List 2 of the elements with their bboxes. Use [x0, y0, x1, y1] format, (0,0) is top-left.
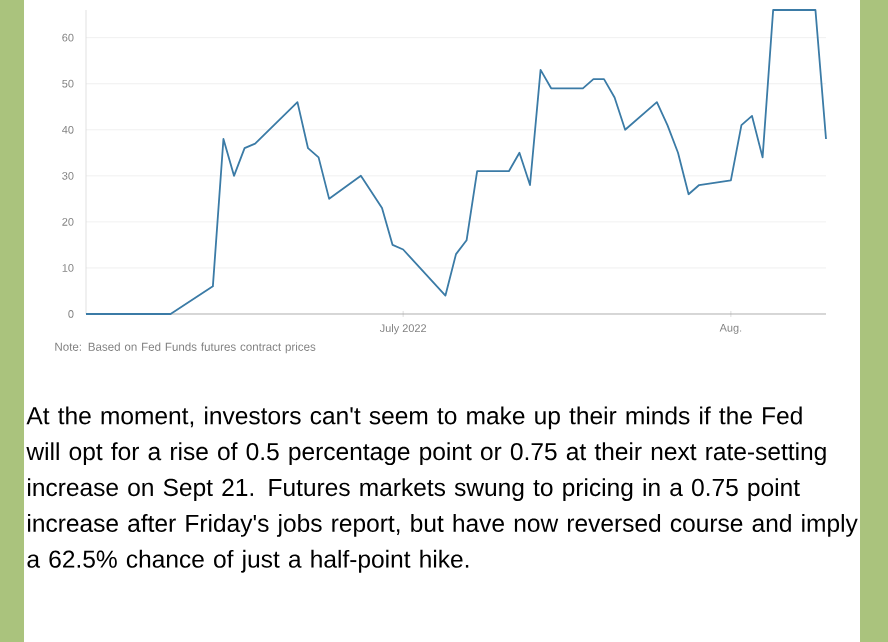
- line-series: [85, 9, 827, 315]
- text: At the moment, investors can't seem to make up their minds if the Fed will opt for a rise of 0.5 percentage point or 0.75 at their next rate-setting increase on Sept 21. Futures markets swung to pricing in a 0.75 point increase after Friday's jobs report, but have now reversed course and imply a 62.5% chance of just a half-point hike.: [26, 406, 858, 573]
